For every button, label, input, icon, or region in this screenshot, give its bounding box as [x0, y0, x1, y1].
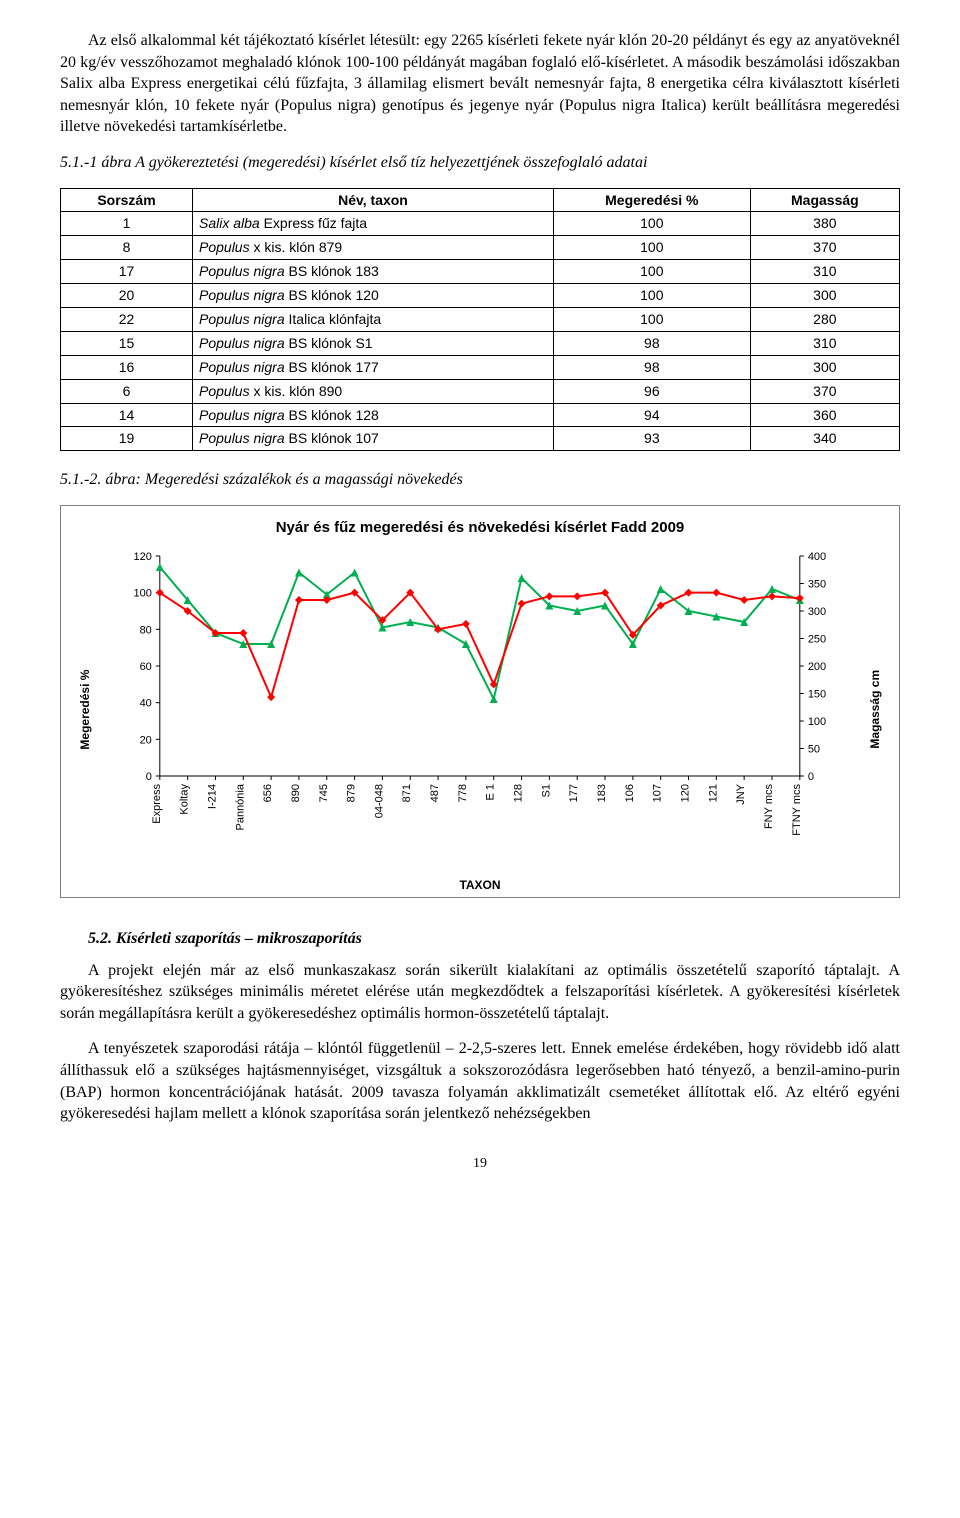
svg-text:0: 0 — [808, 771, 814, 783]
svg-text:400: 400 — [808, 551, 826, 563]
svg-text:60: 60 — [140, 661, 152, 673]
svg-text:Express: Express — [151, 784, 163, 824]
body-paragraph-1: A projekt elején már az első munkaszakas… — [60, 960, 900, 1025]
chart-svg: 0 20 40 60 80 100 120 0 50 100 150 200 250 300 350 400 E… — [93, 546, 867, 866]
table-row: 14Populus nigra BS klónok 12894360 — [61, 403, 900, 427]
svg-text:183: 183 — [596, 784, 608, 802]
table-row: 6Populus x kis. klón 89096370 — [61, 379, 900, 403]
svg-text:04-048: 04-048 — [374, 784, 386, 818]
table-row: 22Populus nigra Italica klónfajta100280 — [61, 308, 900, 332]
svg-text:871: 871 — [401, 784, 413, 802]
svg-text:150: 150 — [808, 689, 826, 701]
chart-caption: 5.1.-2. ábra: Megeredési százalékok és a… — [60, 469, 900, 491]
table-header: Sorszám — [61, 188, 193, 212]
x-axis-title: TAXON — [77, 877, 883, 893]
svg-text:656: 656 — [262, 784, 274, 802]
body-paragraph-2: A tenyészetek szaporodási rátája – klónt… — [60, 1038, 900, 1124]
svg-text:121: 121 — [708, 784, 720, 802]
svg-text:200: 200 — [808, 661, 826, 673]
svg-text:I-214: I-214 — [207, 784, 219, 809]
intro-paragraph: Az első alkalommal két tájékoztató kísér… — [60, 30, 900, 138]
svg-text:300: 300 — [808, 606, 826, 618]
svg-text:487: 487 — [429, 784, 441, 802]
svg-text:778: 778 — [457, 784, 469, 802]
table-caption: 5.1.-1 ábra A gyökereztetési (megeredési… — [60, 152, 900, 174]
svg-text:250: 250 — [808, 634, 826, 646]
svg-text:Pannónia: Pannónia — [234, 783, 246, 830]
table-header: Név, taxon — [193, 188, 554, 212]
svg-text:120: 120 — [134, 551, 152, 563]
svg-text:350: 350 — [808, 579, 826, 591]
svg-text:0: 0 — [146, 771, 152, 783]
table-row: 17Populus nigra BS klónok 183100310 — [61, 260, 900, 284]
svg-text:890: 890 — [290, 784, 302, 802]
svg-text:80: 80 — [140, 625, 152, 637]
svg-text:40: 40 — [140, 698, 152, 710]
table-row: 8Populus x kis. klón 879100370 — [61, 236, 900, 260]
svg-text:50: 50 — [808, 744, 820, 756]
y-right-label: Magasság cm — [867, 546, 883, 873]
table-row: 16Populus nigra BS klónok 17798300 — [61, 355, 900, 379]
table-row: 15Populus nigra BS klónok S198310 — [61, 331, 900, 355]
svg-text:106: 106 — [624, 784, 636, 802]
svg-text:120: 120 — [680, 784, 692, 802]
svg-text:FNY mcs: FNY mcs — [763, 784, 775, 830]
svg-text:107: 107 — [652, 784, 664, 802]
chart-frame: Nyár és fűz megeredési és növekedési kís… — [60, 505, 900, 898]
svg-text:745: 745 — [318, 784, 330, 802]
chart-title: Nyár és fűz megeredési és növekedési kís… — [77, 518, 883, 538]
svg-text:879: 879 — [346, 784, 358, 802]
svg-text:Koltay: Koltay — [179, 784, 191, 815]
table-row: 20Populus nigra BS klónok 120100300 — [61, 284, 900, 308]
section-heading: 5.2. Kísérleti szaporítás – mikroszaporí… — [88, 928, 900, 950]
svg-text:128: 128 — [513, 784, 525, 802]
results-table: SorszámNév, taxonMegeredési %Magasság 1S… — [60, 188, 900, 452]
y-left-label: Megeredési % — [77, 546, 93, 873]
table-header: Megeredési % — [553, 188, 750, 212]
table-row: 19Populus nigra BS klónok 10793340 — [61, 427, 900, 451]
page-number: 19 — [60, 1155, 900, 1174]
svg-text:E 1: E 1 — [485, 784, 497, 801]
svg-text:100: 100 — [808, 716, 826, 728]
svg-text:20: 20 — [140, 735, 152, 747]
svg-text:FTNY mcs: FTNY mcs — [791, 784, 803, 836]
table-row: 1Salix alba Express fűz fajta100380 — [61, 212, 900, 236]
svg-text:177: 177 — [568, 784, 580, 802]
table-header: Magasság — [750, 188, 899, 212]
svg-text:100: 100 — [134, 588, 152, 600]
svg-text:S1: S1 — [541, 784, 553, 797]
svg-text:JNY: JNY — [735, 784, 747, 805]
